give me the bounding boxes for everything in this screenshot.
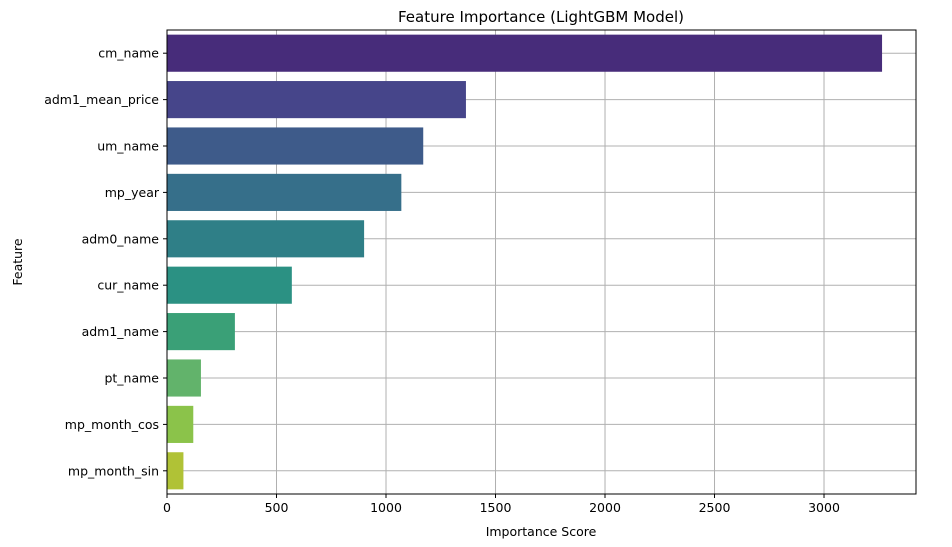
x-axis-ticks: 0 500 1000 1500 2000 2500 3000 [163,494,840,515]
bar-adm1-mean-price [167,81,466,119]
bar-pt-name [167,359,201,397]
chart-title: Feature Importance (LightGBM Model) [398,8,684,26]
x-tick-label: 1000 [370,500,402,515]
bar-cm-name [167,34,883,72]
x-tick-label: 2000 [589,500,621,515]
x-axis-title: Importance Score [486,524,597,539]
x-tick-label: 3000 [808,500,840,515]
bars [167,34,883,490]
y-tick-label: adm0_name [82,231,160,246]
y-tick-label: cur_name [97,278,159,293]
x-tick-label: 500 [265,500,289,515]
y-axis-ticks: cm_name adm1_mean_price um_name mp_year adm0… [44,46,167,478]
bar-um-name [167,127,424,165]
x-tick-label: 0 [163,500,171,515]
bar-mp-month-sin [167,452,184,490]
y-tick-label: adm1_mean_price [44,92,159,107]
y-tick-label: mp_year [105,185,160,200]
y-tick-label: adm1_name [82,324,160,339]
bar-mp-year [167,173,402,211]
y-tick-label: um_name [97,139,159,154]
bar-adm0-name [167,220,365,258]
y-tick-label: cm_name [98,46,159,61]
x-tick-label: 1500 [480,500,512,515]
y-tick-label: mp_month_sin [68,463,159,478]
plot-frame [166,29,917,495]
y-axis-title: Feature [10,238,25,286]
bar-cur-name [167,266,292,304]
x-tick-label: 2500 [699,500,731,515]
y-tick-label: mp_month_cos [65,417,159,432]
y-tick-label: pt_name [104,371,159,386]
bar-adm1-name [167,313,235,351]
bar-mp-month-cos [167,405,194,443]
